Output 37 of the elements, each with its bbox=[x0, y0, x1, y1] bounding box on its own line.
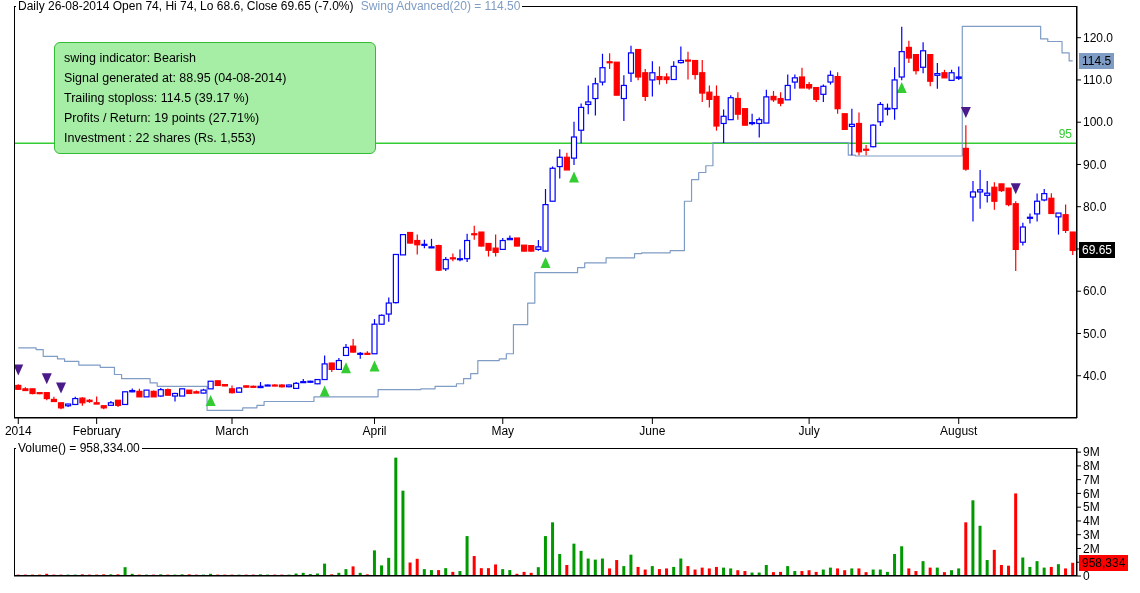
chart-title: Volume() = 958,334.00 bbox=[18, 441, 140, 455]
y-tick-label: 50.0 bbox=[1083, 326, 1107, 341]
y-tick-label: 100.0 bbox=[1083, 115, 1114, 130]
y-tick-label: 40.0 bbox=[1083, 369, 1107, 383]
y-tick-label: 80.0 bbox=[1083, 199, 1107, 214]
annotation: Signal generated at: 88.95 (04-08-2014) bbox=[64, 71, 287, 85]
y-tick-label: 0 bbox=[1083, 569, 1090, 584]
x-tick-label: April bbox=[362, 423, 387, 438]
x-tick-label: May bbox=[491, 423, 515, 438]
text: 114.5 bbox=[1082, 53, 1112, 68]
y-tick-label: 8M bbox=[1083, 459, 1100, 474]
y-tick-label: 2M bbox=[1083, 541, 1100, 556]
annotation: swing indicator: Bearish bbox=[64, 51, 197, 65]
y-tick-label: 9M bbox=[1083, 445, 1100, 460]
annotation: Profits / Return: 19 points (27.71%) bbox=[64, 111, 260, 125]
text: Swing Advanced(20) = 114.50 bbox=[359, 0, 521, 13]
x-tick-label: March bbox=[215, 423, 249, 438]
y-tick-label: 60.0 bbox=[1083, 284, 1107, 299]
y-tick-label: 5M bbox=[1083, 500, 1100, 515]
chart-title: Daily 26-08-2014 Open 74, Hi 74, Lo 68.6, Close 69.65 (-7.0%) bbox=[18, 0, 354, 13]
y-tick-label: 90.0 bbox=[1083, 157, 1107, 172]
y-tick-label: 3M bbox=[1083, 527, 1100, 542]
y-tick-label: 6M bbox=[1083, 486, 1100, 501]
x-tick-label: February bbox=[72, 423, 121, 438]
x-tick-label: June bbox=[639, 423, 666, 438]
text: 958,334 bbox=[1082, 555, 1126, 570]
text: 69.65 bbox=[1082, 243, 1113, 258]
annotation: Investment : 22 shares (Rs. 1,553) bbox=[64, 131, 256, 145]
annotation: Trailing stoploss: 114.5 (39.17 %) bbox=[64, 91, 249, 105]
ref-line-label: 95 bbox=[1058, 127, 1073, 142]
y-tick-label: 7M bbox=[1083, 472, 1100, 487]
y-tick-label: 4M bbox=[1083, 514, 1100, 529]
y-tick-label: 110.0 bbox=[1083, 73, 1113, 88]
x-tick-label: 2014 bbox=[4, 423, 32, 438]
x-tick-label: July bbox=[798, 423, 820, 438]
y-tick-label: 120.0 bbox=[1083, 30, 1114, 45]
x-tick-label: August bbox=[940, 423, 979, 438]
